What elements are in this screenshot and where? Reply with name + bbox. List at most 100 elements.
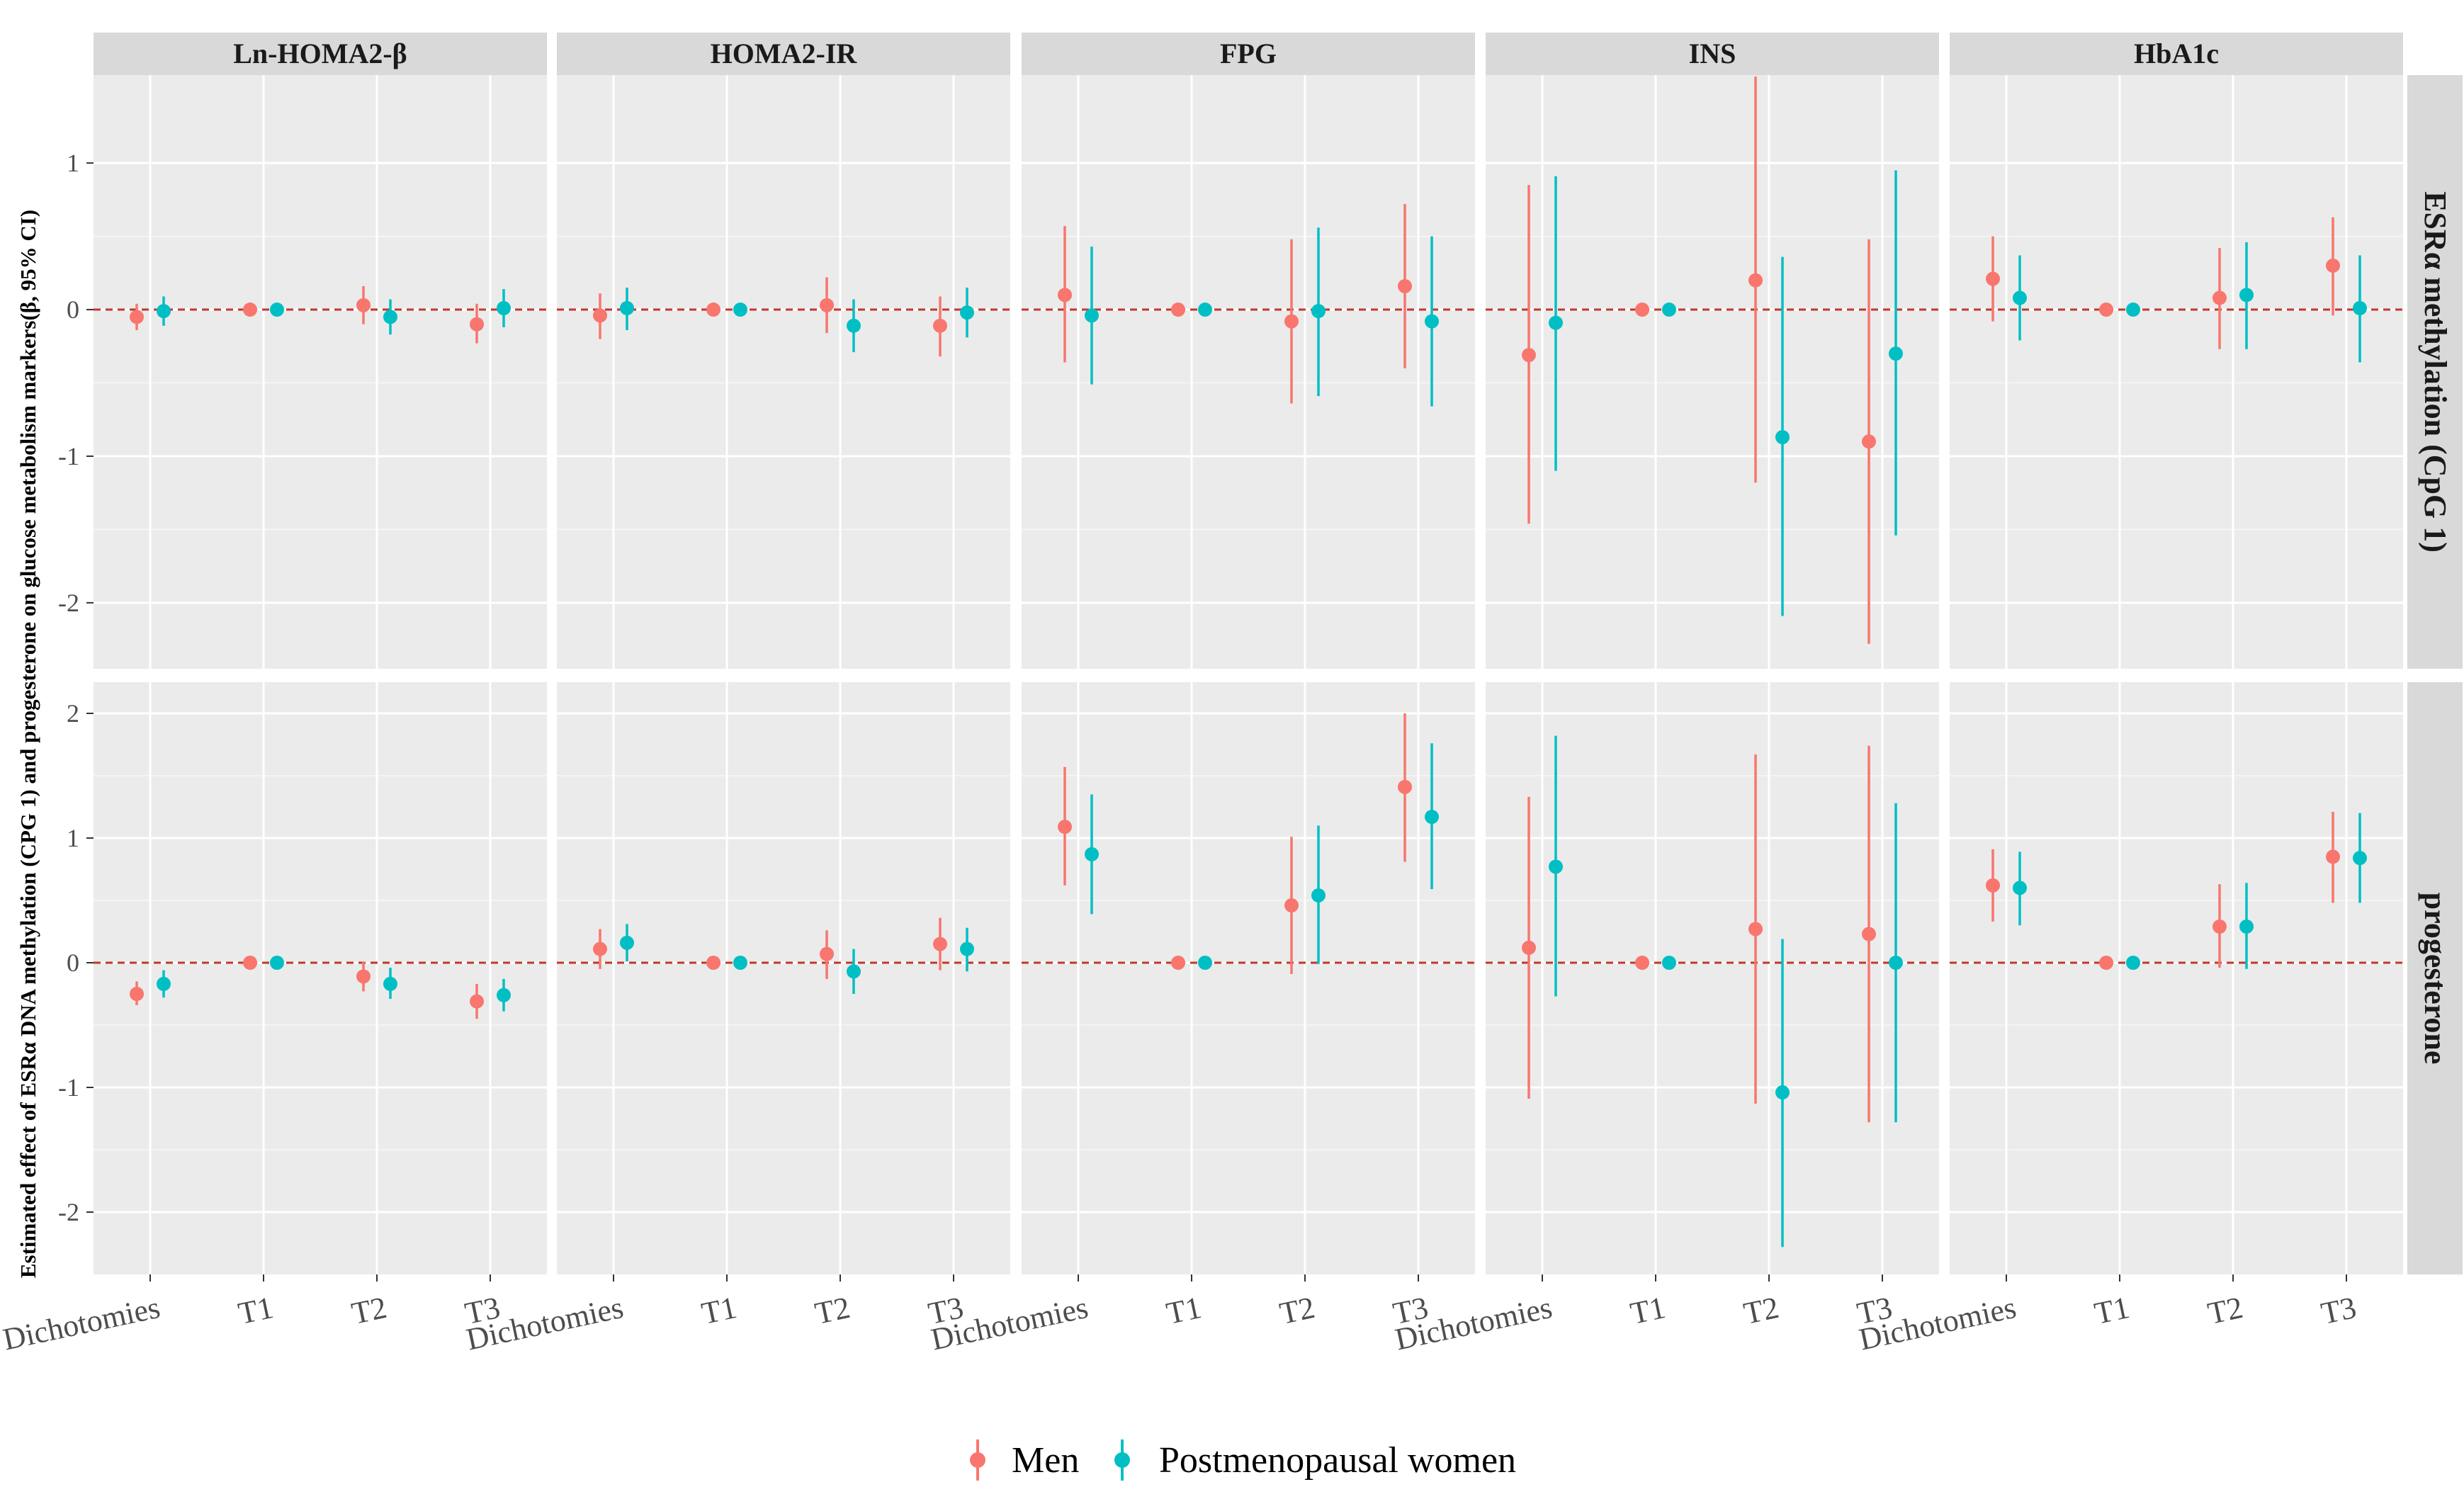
- y-tick-label: -2: [58, 589, 79, 617]
- panel-homa2-ir-row-2: [557, 682, 1010, 1274]
- point-men-t1: [2099, 302, 2113, 317]
- x-tick-label-t1: T1: [699, 1290, 740, 1331]
- point-men-dichotomies: [1986, 271, 2000, 286]
- panel-background: [94, 75, 547, 669]
- column-strip-label: INS: [1689, 38, 1736, 69]
- panel-background: [557, 682, 1010, 1274]
- point-men-t2: [820, 298, 834, 312]
- panel-ins-row-2: [1486, 682, 1939, 1274]
- panel-hba1c-row-1: [1950, 75, 2403, 669]
- column-strip-label: Ln-HOMA2-β: [233, 38, 407, 69]
- point-men-t2: [1284, 314, 1299, 329]
- y-tick-label: -1: [58, 442, 79, 470]
- point-men-dichotomies: [593, 308, 607, 323]
- point-postmenopausal-women-dichotomies: [1549, 315, 1563, 330]
- point-postmenopausal-women-t3: [1425, 314, 1439, 329]
- point-postmenopausal-women-t3: [1425, 810, 1439, 825]
- point-postmenopausal-women-t3: [960, 941, 974, 956]
- x-tick-label-t3: T3: [1390, 1290, 1431, 1331]
- panel-background: [1486, 682, 1939, 1274]
- point-postmenopausal-women-dichotomies: [1549, 859, 1563, 874]
- point-men-dichotomies: [1986, 878, 2000, 893]
- point-postmenopausal-women-t3: [2353, 300, 2367, 315]
- panel-background: [1022, 75, 1475, 669]
- x-tick-label-t2: T2: [1277, 1290, 1318, 1331]
- point-men-t1: [243, 956, 257, 970]
- row-strip-1: [2407, 75, 2463, 669]
- point-postmenopausal-women-t2: [2239, 919, 2254, 934]
- x-tick-label-t3: T3: [925, 1290, 966, 1331]
- point-postmenopausal-women-dichotomies: [620, 300, 634, 315]
- panel-ln-homa2-row-1: [94, 75, 547, 669]
- point-men-t2: [1748, 922, 1763, 937]
- x-tick-label-t2: T2: [2205, 1290, 2246, 1331]
- point-postmenopausal-women-dichotomies: [2013, 881, 2027, 895]
- point-postmenopausal-women-t2: [2239, 288, 2254, 302]
- point-postmenopausal-women-t2: [383, 310, 397, 324]
- point-postmenopausal-women-t1: [733, 956, 747, 970]
- x-tick-label-t2: T2: [812, 1290, 853, 1331]
- point-men-t2: [1284, 898, 1299, 913]
- point-postmenopausal-women-t1: [2126, 302, 2140, 317]
- panel-background: [557, 75, 1010, 669]
- point-postmenopausal-women-t1: [1198, 956, 1212, 970]
- point-men-t3: [2326, 258, 2340, 273]
- point-postmenopausal-women-t3: [960, 305, 974, 320]
- x-tick-label-t3: T3: [2318, 1290, 2359, 1331]
- legend-men-point: [970, 1452, 985, 1468]
- panel-background: [94, 682, 547, 1274]
- point-men-t1: [706, 302, 720, 317]
- x-tick-label-t2: T2: [349, 1290, 390, 1331]
- y-tick-label: -1: [58, 1073, 79, 1102]
- point-postmenopausal-women-t3: [497, 300, 511, 315]
- legend-women-point: [1114, 1452, 1130, 1468]
- point-men-dichotomies: [1522, 940, 1536, 955]
- point-postmenopausal-women-t3: [497, 988, 511, 1002]
- point-postmenopausal-women-t2: [1311, 888, 1326, 903]
- point-postmenopausal-women-t1: [1662, 302, 1676, 317]
- point-men-t1: [1171, 302, 1185, 317]
- point-men-t2: [356, 969, 371, 984]
- y-tick-label: 1: [67, 149, 79, 177]
- point-men-dichotomies: [130, 310, 144, 324]
- panel-ins-row-1: [1486, 75, 1939, 669]
- point-postmenopausal-women-t1: [2126, 956, 2140, 970]
- panels-layer: [94, 75, 2403, 1274]
- x-tick-label-t1: T1: [1163, 1290, 1204, 1331]
- point-men-t1: [1635, 956, 1649, 970]
- point-postmenopausal-women-t2: [847, 318, 861, 333]
- column-strip-homa2-ir: [557, 33, 1010, 75]
- panel-background: [1950, 682, 2403, 1274]
- point-men-dichotomies: [593, 941, 607, 956]
- panel-background: [1486, 75, 1939, 669]
- x-tick-label-t3: T3: [462, 1290, 503, 1331]
- x-tick-label-t1: T1: [235, 1290, 276, 1331]
- point-postmenopausal-women-dichotomies: [157, 304, 171, 319]
- point-men-t1: [243, 302, 257, 317]
- point-postmenopausal-women-dichotomies: [1085, 847, 1099, 861]
- point-men-t3: [470, 317, 484, 332]
- point-postmenopausal-women-t1: [270, 302, 284, 317]
- point-postmenopausal-women-t2: [1775, 1085, 1790, 1100]
- point-men-t2: [356, 298, 371, 312]
- point-men-t3: [470, 994, 484, 1009]
- x-tick-label-t2: T2: [1741, 1290, 1782, 1331]
- y-tick-label: 0: [67, 949, 79, 977]
- legend-label-postmenopausal-women: Postmenopausal women: [1159, 1440, 1516, 1481]
- y-tick-label: 1: [67, 824, 79, 852]
- y-tick-label: 0: [67, 295, 79, 324]
- y-tick-label: 2: [67, 699, 79, 728]
- point-men-t3: [1398, 779, 1412, 794]
- column-strip-label: FPG: [1220, 38, 1277, 69]
- panel-background: [1022, 682, 1475, 1274]
- point-men-t2: [1748, 273, 1763, 288]
- strips-layer: ESRα methylation (CpG 1) progesterone Ln-H…: [94, 33, 2463, 1274]
- point-postmenopausal-women-t1: [1198, 302, 1212, 317]
- point-postmenopausal-women-dichotomies: [620, 935, 634, 950]
- point-men-dichotomies: [1522, 348, 1536, 363]
- column-strip-ln-homa2: [94, 33, 547, 75]
- point-postmenopausal-women-t3: [1889, 346, 1903, 361]
- point-men-t3: [933, 318, 947, 333]
- legend-label-men: Men: [1012, 1440, 1079, 1481]
